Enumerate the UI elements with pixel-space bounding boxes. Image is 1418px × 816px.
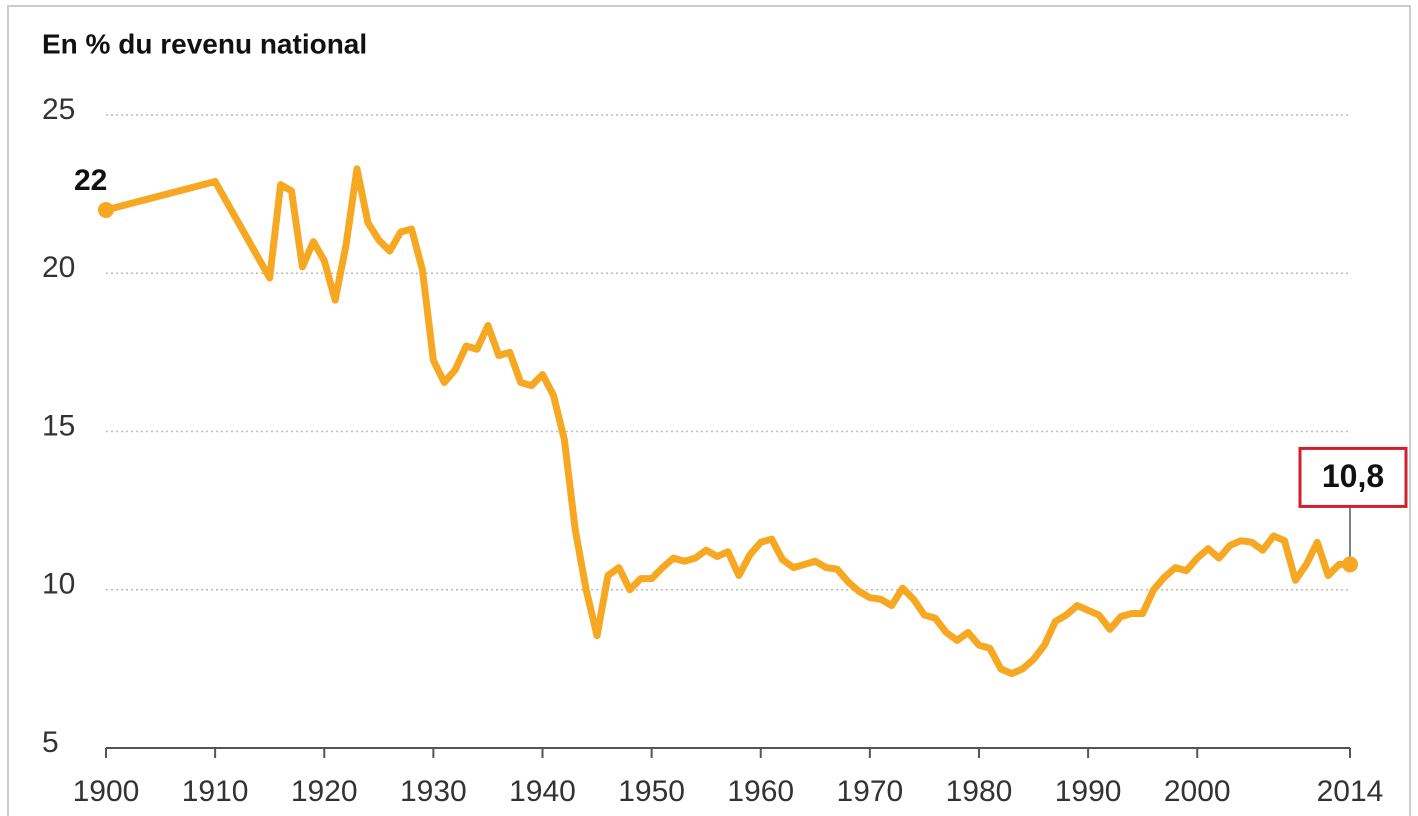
y-tick-label: 25 [42, 93, 75, 126]
value-label: 22 [74, 164, 107, 197]
x-tick-label: 1950 [618, 775, 685, 808]
axis-title: En % du revenu national [42, 28, 367, 59]
x-tick-label: 1910 [182, 775, 249, 808]
y-tick-label: 20 [42, 251, 75, 284]
x-tick-label: 1920 [291, 775, 358, 808]
y-tick-label: 5 [42, 726, 59, 759]
line [102, 165, 1354, 678]
value-label: 10,8 [1322, 458, 1384, 494]
x-tick-label: 1900 [73, 775, 140, 808]
x-tick-label: 2014 [1317, 775, 1384, 808]
point [98, 201, 114, 218]
x-tick-label: 1990 [1055, 775, 1122, 808]
x-tick-label: 1960 [727, 775, 794, 808]
frame [7, 5, 1411, 816]
x-tick-label: 1930 [400, 775, 467, 808]
x-tick-label: 1980 [946, 775, 1013, 808]
y-tick-label: 10 [42, 568, 75, 601]
x-tick-label: 1940 [509, 775, 576, 808]
point [1342, 556, 1358, 573]
label-box [1298, 446, 1408, 508]
x-tick-label: 1970 [836, 775, 903, 808]
y-tick-label: 15 [42, 409, 75, 442]
x-tick-label: 2000 [1164, 775, 1231, 808]
